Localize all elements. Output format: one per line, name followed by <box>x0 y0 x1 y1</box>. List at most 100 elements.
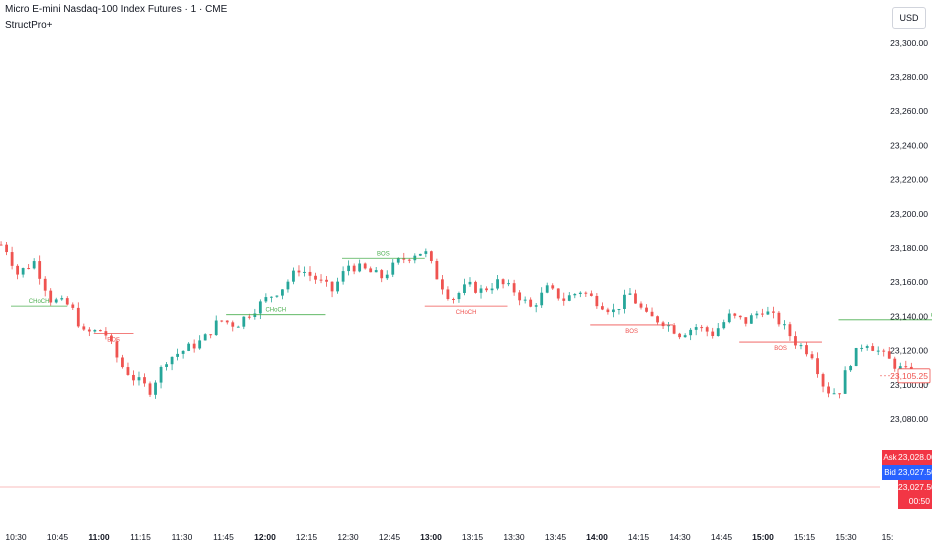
candle-body <box>673 325 676 334</box>
candle-body <box>893 359 896 369</box>
candle-body <box>601 306 604 309</box>
candle-body <box>584 293 587 294</box>
candle-body <box>882 351 885 352</box>
time-tick-label: 14:15 <box>628 532 650 542</box>
time-tick-label: 10:30 <box>5 532 27 542</box>
candle-body <box>358 263 361 271</box>
candle-body <box>480 288 483 292</box>
candle-body <box>270 297 273 298</box>
price-tick-label: 23,280.00 <box>890 72 928 82</box>
candle-body <box>579 293 582 294</box>
candle-body <box>871 346 874 351</box>
candle-body <box>833 393 836 394</box>
candle-body <box>303 272 306 273</box>
candle-body <box>761 314 764 315</box>
time-tick-label: 11:30 <box>172 532 193 542</box>
candle-body <box>132 375 135 380</box>
candle-body <box>171 357 174 364</box>
candle-body <box>816 358 819 374</box>
candle-body <box>474 282 477 293</box>
candle-body <box>320 280 323 281</box>
time-tick-label: 15: <box>882 532 894 542</box>
candle-body <box>540 293 543 306</box>
price-tick-label: 23,200.00 <box>890 209 928 219</box>
time-tick-label: 15:00 <box>752 532 774 542</box>
candle-body <box>551 285 554 288</box>
candle-body <box>287 282 290 290</box>
choch-label: CHoCH <box>29 299 50 305</box>
candle-body <box>684 335 687 337</box>
currency-button[interactable]: USD <box>892 7 926 29</box>
candle-body <box>700 327 703 328</box>
candle-body <box>331 282 334 292</box>
candle-body <box>739 316 742 317</box>
bid-price: 23,027.50 <box>898 465 932 480</box>
candle-body <box>298 271 301 273</box>
candle-body <box>88 330 91 332</box>
indicator-name[interactable]: StructPro+ <box>5 20 53 31</box>
candle-body <box>264 297 267 301</box>
candle-body <box>127 367 130 375</box>
price-tick-label: 23,080.00 <box>890 414 928 424</box>
candle-body <box>60 298 63 299</box>
candle-body <box>778 313 781 325</box>
candle-body <box>789 324 792 336</box>
symbol-title[interactable]: Micro E-mini Nasdaq-100 Index Futures · … <box>5 4 227 15</box>
candle-body <box>138 377 141 380</box>
candle-body <box>849 366 852 370</box>
candle-body <box>314 276 317 280</box>
candle-body <box>618 309 621 310</box>
candle-body <box>342 271 345 282</box>
candle-body <box>424 251 427 254</box>
candle-body <box>99 330 102 331</box>
candle-body <box>755 314 758 316</box>
last-price-label: 23,027.50 <box>898 480 932 495</box>
candle-body <box>866 346 869 348</box>
bos-label: BOS <box>107 338 120 344</box>
candle-body <box>391 263 394 275</box>
candle-body <box>904 366 907 367</box>
candle-body <box>215 321 218 336</box>
bid-tag: Bid <box>882 465 898 480</box>
candle-body <box>717 328 720 336</box>
candle-body <box>491 289 494 291</box>
candle-body <box>176 354 179 357</box>
candle-body <box>469 282 472 284</box>
time-tick-label: 11:00 <box>88 532 110 542</box>
candle-body <box>546 285 549 292</box>
candle-body <box>165 364 168 367</box>
price-tick-label: 23,180.00 <box>890 243 928 253</box>
candle-body <box>728 314 731 323</box>
time-tick-label: 15:30 <box>835 532 857 542</box>
candle-body <box>855 348 858 366</box>
candle-body <box>44 279 47 291</box>
time-tick-label: 12:30 <box>337 532 359 542</box>
time-tick-label: 11:15 <box>130 532 151 542</box>
candle-body <box>397 258 400 262</box>
candle-body <box>899 366 902 369</box>
candle-body <box>822 374 825 386</box>
candle-body <box>66 298 69 304</box>
time-tick-label: 10:45 <box>47 532 69 542</box>
candle-body <box>11 252 14 266</box>
candle-body <box>160 367 163 383</box>
candle-body <box>281 289 284 295</box>
candle-body <box>590 293 593 295</box>
ask-tag: Ask <box>882 450 898 465</box>
candle-body <box>706 327 709 331</box>
structure-lines: CHoCHBOSCHoCHBOSCHoCHBOSBOSCHoCHBOSCHoCH… <box>11 251 932 439</box>
candle-body <box>800 345 803 346</box>
time-tick-label: 12:00 <box>254 532 276 542</box>
candle-body <box>629 293 632 294</box>
price-tick-label: 23,300.00 <box>890 38 928 48</box>
candle-body <box>182 351 185 354</box>
candle-body <box>562 299 565 301</box>
candle-body <box>242 317 245 327</box>
candle-body <box>844 370 847 394</box>
candle-body <box>573 294 576 295</box>
candle-body <box>678 334 681 337</box>
candle-body <box>353 266 356 272</box>
